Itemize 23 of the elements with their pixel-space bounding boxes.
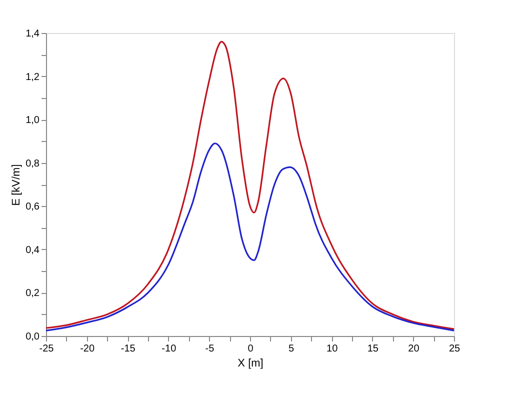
x-tick-label: -25: [39, 344, 54, 354]
x-tick-label: 0: [248, 344, 254, 354]
x-tick-label: 5: [288, 344, 295, 354]
x-tick-label: 15: [367, 344, 379, 354]
y-tick-label: 0,6: [26, 202, 40, 213]
x-tick-label: -5: [205, 344, 215, 354]
y-tick-label: 0,0: [26, 332, 40, 342]
x-tick-label: -20: [80, 344, 95, 354]
x-tick-label: 10: [326, 344, 338, 354]
y-axis-title: E [kV/m]: [10, 164, 23, 206]
x-axis-title: X [m]: [238, 358, 264, 370]
y-tick-label: 0,8: [26, 158, 40, 170]
y-tick-label: 0,2: [26, 288, 40, 300]
x-tick-label: -10: [162, 344, 177, 354]
x-tick-label: 25: [448, 344, 460, 354]
y-tick-label: 1,4: [26, 28, 40, 40]
x-tick-label: 20: [408, 344, 420, 354]
line-series: [45, 40, 455, 330]
y-tick-label: 1,2: [26, 72, 40, 83]
x-tick-label: -15: [120, 344, 136, 354]
y-tick-label: 1,0: [26, 115, 40, 126]
line-series: [45, 142, 455, 332]
y-tick-label: 0,4: [26, 244, 40, 256]
